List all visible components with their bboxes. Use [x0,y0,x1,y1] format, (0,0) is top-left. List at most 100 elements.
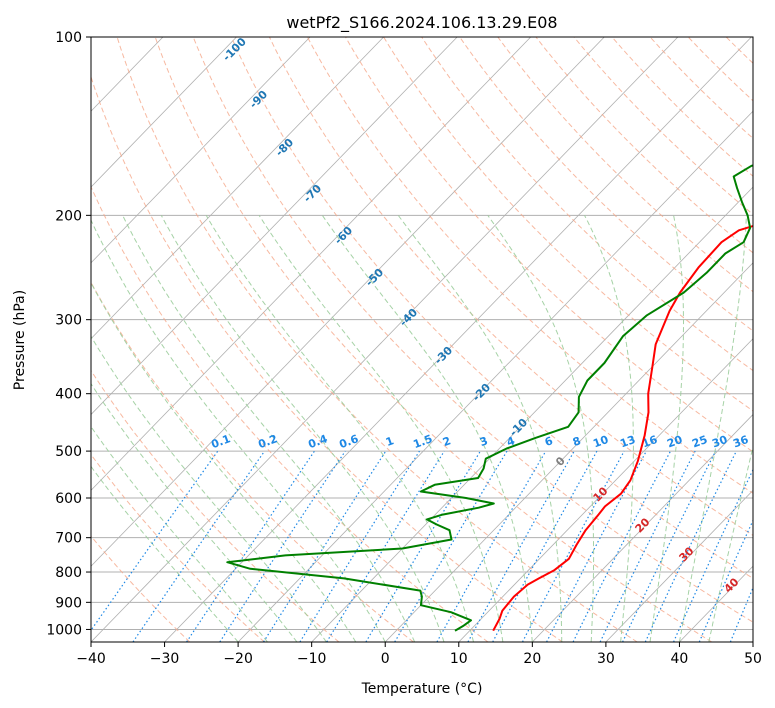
x-tick-label: 40 [671,651,689,667]
x-tick-label: −40 [76,651,106,667]
isotherm-line [91,37,237,188]
x-tick-label: 50 [744,651,762,667]
mixing-ratio-line [698,519,753,642]
dry-adiabat-line [192,37,753,623]
plot-area: -100-90-80-70-60-50-40-30-20-10010203040… [91,37,753,642]
dewpoint-profile-line [226,164,753,632]
mixing-ratio-label: 20 [665,433,684,451]
y-axis-label: Pressure (hPa) [12,290,28,390]
y-tick-label: 200 [55,208,82,224]
y-tick-label: 100 [55,30,82,46]
isotherm-line [532,413,753,642]
sounding-series [226,164,753,632]
mixing-ratio-line [186,450,315,642]
mixing-ratio-label: 25 [690,433,709,450]
y-tick-label: 300 [55,313,82,329]
mixing-ratio-label: 1 [384,434,396,449]
mixing-ratio-label: 0.6 [337,432,360,451]
y-tick-label: 900 [55,595,82,611]
isotherm-line [164,37,752,642]
isotherm-line [91,37,532,491]
isotherm-line [605,489,753,642]
x-tick-label: −30 [150,651,180,667]
moist-adiabat-line [321,215,533,642]
isotherm-line [91,37,384,340]
dry-adiabat-line [116,37,638,642]
mixing-ratio-line [729,586,753,642]
mixing-ratio-label: 2 [441,434,453,449]
chart-title: wetPf2_S166.2024.106.13.29.E08 [286,13,557,33]
y-tick-label: 700 [55,531,82,547]
mixing-ratio-label: 4 [505,434,517,449]
isotherm-line [237,110,753,642]
x-tick-label: 20 [523,651,541,667]
moist-adiabat-line [258,215,504,642]
y-tick-label: 500 [55,444,82,460]
moist-adiabat-line [91,425,268,642]
dry-adiabat-line [345,37,753,453]
moist-adiabat-line [91,219,386,642]
moist-adiabat-line [649,215,684,642]
moist-adiabat-line [91,281,357,642]
pressure-gridlines [91,37,753,630]
dry-adiabat-line [91,281,414,642]
x-tick-label: −10 [297,651,327,667]
dry-adiabat-line [535,37,753,254]
mixing-ratio-line [599,450,696,642]
isotherm-line [91,37,311,264]
moist-adiabat-line [122,215,416,642]
mixing-ratio-label: 0.1 [209,432,232,451]
mixing-ratio-label: 0.4 [306,432,329,451]
dry-adiabat-line [91,185,489,642]
moist-adiabat-line [584,215,634,642]
x-axis-label: Temperature (°C) [361,681,483,697]
mixing-ratio-label: 1.5 [411,432,434,451]
x-tick-label: 30 [597,651,615,667]
mixing-ratio-line [91,450,219,632]
temperature-profile-line [492,224,753,632]
mixing-ratio-label: 0.2 [256,432,279,451]
mixing-ratio-label: 6 [543,434,555,449]
y-tick-label: 800 [55,565,82,581]
skewed-isotherms [91,37,753,642]
y-tick-label: 1000 [46,622,82,638]
moist-adiabat-line [205,215,474,642]
isotherm-line [384,262,753,642]
moist-adiabat-line [487,215,595,642]
mixing-ratio-label: 8 [571,434,583,449]
isotherm-line [91,37,458,416]
moist-adiabat-line [91,335,327,642]
dry-adiabat-line [497,37,753,293]
isotherm-line [458,338,753,642]
mixing-ratio-label: 13 [618,433,637,450]
mixing-ratio-line [572,450,672,642]
mixing-ratio-label: 10 [591,433,610,451]
mixing-ratio-line [492,450,598,642]
x-tick-label: 10 [450,651,468,667]
moist-adiabats [91,215,753,642]
y-tick-label: 400 [55,387,82,403]
plot-frame [90,36,754,643]
dry-adiabat-line [230,37,753,579]
moist-adiabat-line [397,215,563,642]
x-tick-label: 0 [381,651,390,667]
moist-adiabat-line [708,444,753,642]
dry-adiabat-line [421,37,753,372]
dry-adiabat-line [91,75,563,642]
y-tick-label: 600 [55,491,82,507]
moist-adiabat-line [91,465,239,642]
x-axis: −40 −30 −20 −10 0 10 20 30 40 50 [76,642,762,667]
isotherm-line [91,37,605,567]
mixing-ratio-line [219,450,346,642]
y-axis: 1000 900 800 700 600 500 400 300 200 100 [46,30,91,638]
x-tick-label: −20 [223,651,253,667]
mixing-ratio-line [132,450,266,642]
mixing-ratio-line [467,450,575,642]
mixing-ratio-line [326,450,445,642]
dry-adiabat-line [154,37,713,642]
mixing-ratio-label: 36 [731,433,750,451]
mixing-ratio-label: 30 [710,433,729,451]
mixing-ratio-label: 3 [478,434,490,449]
dry-adiabat-line [91,535,191,642]
